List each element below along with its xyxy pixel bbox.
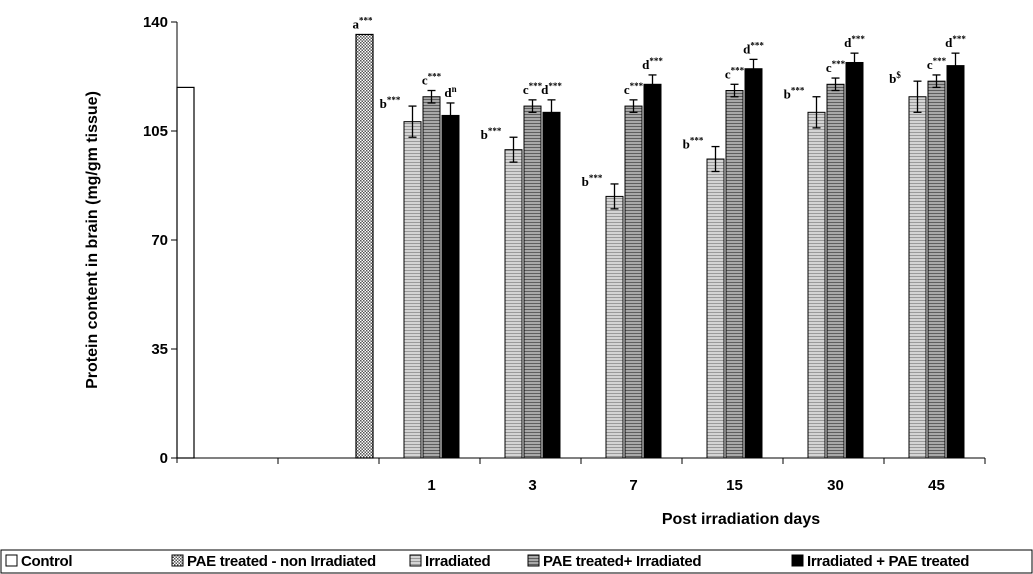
significance-label: c*** — [422, 72, 442, 88]
significance-label: d*** — [642, 56, 663, 72]
significance-label: c*** — [927, 56, 947, 72]
bar — [504, 149, 523, 459]
significance-label: c*** — [725, 65, 745, 81]
y-tick-label: 35 — [151, 341, 168, 358]
legend-label: PAE treated+ Irradiated — [543, 553, 701, 570]
significance-label: dn — [444, 84, 456, 100]
significance-label: b*** — [784, 86, 805, 102]
bar — [403, 121, 422, 459]
significance-label: d*** — [541, 81, 562, 97]
y-tick-label: 140 — [143, 14, 168, 31]
bar-reference — [355, 33, 374, 459]
legend-swatch — [171, 554, 184, 567]
significance-label: b*** — [582, 173, 603, 189]
legend-swatch — [5, 554, 18, 567]
significance-label: c*** — [624, 81, 644, 97]
bar — [523, 105, 542, 459]
legend-label: Control — [21, 553, 72, 570]
significance-label: c*** — [523, 81, 543, 97]
bar — [542, 111, 561, 459]
significance-label: c*** — [826, 59, 846, 75]
bar — [845, 61, 864, 459]
y-tick-label: 0 — [160, 450, 168, 467]
bar — [441, 114, 460, 459]
x-tick-label: 30 — [827, 477, 844, 494]
bar — [744, 68, 763, 459]
significance-label: b*** — [683, 136, 704, 152]
significance-label: d*** — [743, 40, 764, 56]
bar — [605, 195, 624, 459]
x-tick-label: 3 — [528, 477, 536, 494]
y-tick-label: 70 — [151, 232, 168, 249]
significance-label: b$ — [889, 70, 901, 86]
bar — [927, 80, 946, 459]
bar — [946, 65, 965, 459]
y-tick-label: 105 — [143, 123, 168, 140]
bar — [807, 111, 826, 459]
legend-swatch — [791, 554, 804, 567]
bar — [826, 83, 845, 459]
x-tick-label: 7 — [629, 477, 637, 494]
bar — [422, 96, 441, 459]
legend-swatch — [409, 554, 422, 567]
legend-box — [0, 549, 1033, 574]
x-tick-label: 45 — [928, 477, 945, 494]
x-tick-label: 15 — [726, 477, 743, 494]
significance-label: d*** — [844, 34, 865, 50]
bar — [725, 90, 744, 459]
significance-label: d*** — [945, 34, 966, 50]
significance-label: b*** — [481, 126, 502, 142]
significance-label: b*** — [380, 95, 401, 111]
bar — [624, 105, 643, 459]
legend: Control PAE treated - non Irradiated Irrad… — [0, 549, 1033, 574]
x-tick-label: 1 — [427, 477, 435, 494]
legend-swatch — [527, 554, 540, 567]
legend-label: Irradiated — [425, 553, 490, 570]
x-axis-title: Post irradiation days — [662, 511, 820, 528]
legend-label: PAE treated - non Irradiated — [187, 553, 376, 570]
y-axis-title: Protein content in brain (mg/gm tissue) — [84, 91, 101, 389]
bar — [643, 83, 662, 459]
bar-reference — [176, 86, 195, 459]
bar — [706, 158, 725, 459]
significance-label: a*** — [353, 15, 374, 31]
legend-label: Irradiated + PAE treated — [807, 553, 969, 570]
bar — [908, 96, 927, 459]
